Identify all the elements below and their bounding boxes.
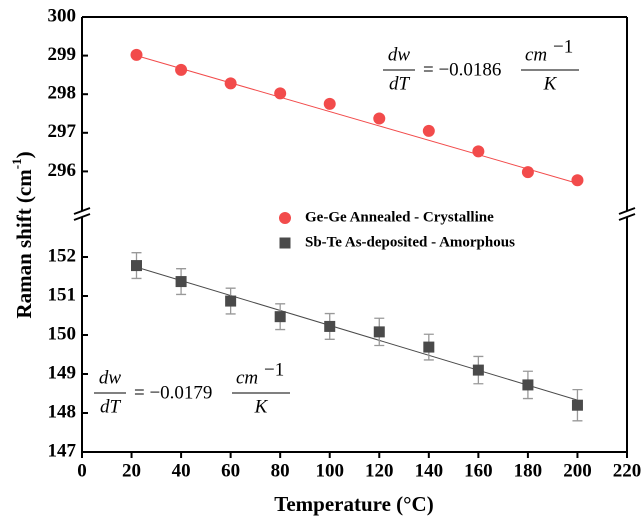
y-label-close: ) bbox=[12, 151, 36, 158]
fit-line bbox=[136, 55, 578, 184]
point bbox=[373, 112, 386, 125]
axis-break-gap bbox=[73, 211, 91, 217]
axis-break bbox=[73, 213, 91, 221]
eq-num: dw bbox=[99, 367, 122, 388]
eq-unit-num: cm bbox=[525, 44, 547, 65]
legend-marker bbox=[279, 237, 291, 249]
y-tick-label: 297 bbox=[48, 121, 77, 142]
point bbox=[472, 145, 485, 158]
x-tick-label: 200 bbox=[563, 460, 592, 481]
y-tick-label: 150 bbox=[48, 323, 77, 344]
eq-unit-den: K bbox=[543, 73, 558, 94]
axis-break bbox=[618, 207, 636, 215]
y-label-text: Raman shift (cm bbox=[12, 169, 36, 319]
eq-num: dw bbox=[388, 44, 411, 65]
x-tick-label: 80 bbox=[271, 460, 290, 481]
eq-value: = −0.0179 bbox=[134, 382, 212, 403]
eq-unit-exp: −1 bbox=[264, 359, 284, 380]
eq-unit-den: K bbox=[254, 396, 269, 417]
point bbox=[472, 364, 484, 376]
x-tick-label: 120 bbox=[365, 460, 394, 481]
y-label-sup: -1 bbox=[9, 158, 24, 169]
y-tick-label: 299 bbox=[48, 44, 77, 65]
y-axis-label: Raman shift (cm-1) bbox=[9, 151, 36, 318]
x-tick-label: 0 bbox=[77, 460, 87, 481]
axis-break bbox=[73, 207, 91, 215]
y-tick-label: 151 bbox=[48, 284, 77, 305]
point bbox=[175, 63, 188, 76]
point bbox=[423, 341, 435, 353]
point bbox=[225, 295, 237, 307]
point bbox=[324, 320, 336, 332]
y-tick-label: 296 bbox=[48, 160, 77, 181]
eq-value: = −0.0186 bbox=[423, 59, 501, 80]
point bbox=[422, 124, 435, 137]
legend-label: Sb-Te As-deposited - Amorphous bbox=[305, 234, 515, 250]
x-tick-label: 20 bbox=[122, 460, 141, 481]
legend-marker bbox=[279, 212, 291, 224]
y-tick-label: 148 bbox=[48, 401, 77, 422]
x-tick-label: 180 bbox=[514, 460, 543, 481]
point bbox=[130, 48, 143, 61]
x-tick-label: 160 bbox=[464, 460, 493, 481]
point bbox=[571, 174, 584, 187]
eq-den: dT bbox=[389, 73, 411, 94]
point bbox=[274, 311, 286, 323]
point bbox=[522, 379, 534, 391]
x-tick-label: 220 bbox=[613, 460, 642, 481]
x-tick-label: 40 bbox=[172, 460, 191, 481]
point bbox=[323, 97, 336, 110]
axis-break-gap bbox=[618, 211, 636, 217]
legend-label: Ge-Ge Annealed - Crystalline bbox=[305, 209, 494, 225]
x-tick-label: 140 bbox=[415, 460, 444, 481]
point bbox=[373, 326, 385, 338]
eq-unit-num: cm bbox=[236, 367, 258, 388]
y-tick-label: 298 bbox=[48, 83, 77, 104]
y-tick-label: 149 bbox=[48, 362, 77, 383]
point bbox=[521, 166, 534, 179]
point bbox=[224, 77, 237, 90]
y-tick-label: 147 bbox=[48, 440, 77, 461]
point bbox=[131, 260, 142, 272]
point bbox=[274, 87, 287, 100]
eq-den: dT bbox=[100, 396, 122, 417]
point bbox=[175, 276, 187, 288]
x-tick-label: 100 bbox=[315, 460, 344, 481]
y-tick-label: 300 bbox=[48, 5, 77, 26]
y-tick-label: 152 bbox=[48, 245, 77, 266]
eq-unit-exp: −1 bbox=[553, 36, 573, 57]
point bbox=[571, 399, 583, 411]
fit-line bbox=[136, 266, 578, 401]
x-axis-label: Temperature (°C) bbox=[274, 492, 433, 516]
x-tick-label: 60 bbox=[221, 460, 240, 481]
axis-break bbox=[618, 213, 636, 221]
